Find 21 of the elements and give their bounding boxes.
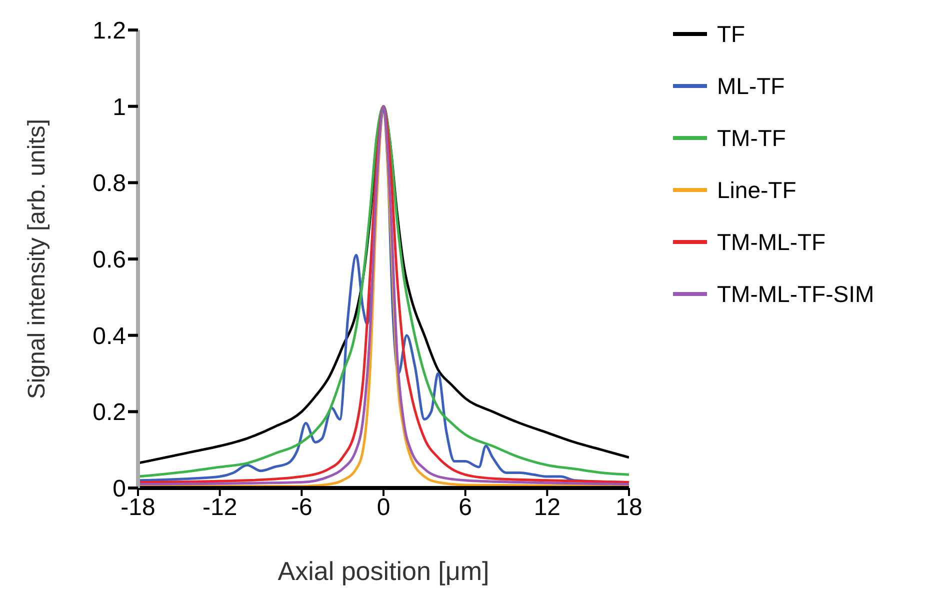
legend-label: ML-TF: [717, 72, 785, 101]
x-tick-label: 6: [458, 494, 472, 522]
x-tick-label: 18: [616, 494, 642, 522]
legend-label: TM-ML-TF-SIM: [717, 280, 874, 309]
y-tick-label: 0: [112, 476, 126, 503]
y-tick-label: 0.2: [92, 399, 126, 426]
y-tick-label: 1.2: [92, 18, 126, 45]
x-tick-label: 0: [376, 494, 390, 522]
x-tick-label: -6: [290, 494, 312, 522]
y-tick-label: 0.4: [92, 322, 126, 350]
x-tick-label: 12: [534, 494, 561, 522]
x-tick-label: -12: [202, 494, 238, 522]
legend-label: TM-ML-TF: [717, 228, 826, 257]
y-axis-title: Signal intensity [arb. units]: [24, 118, 51, 400]
y-tick-label: 0.6: [92, 246, 126, 274]
legend-label: TM-TF: [717, 124, 786, 153]
x-axis-title: Axial position [μm]: [278, 556, 490, 586]
y-tick-label: 1: [112, 94, 126, 121]
legend-label: Line-TF: [717, 176, 796, 205]
legend-label: TF: [717, 20, 746, 49]
y-tick-label: 0.8: [92, 170, 126, 198]
